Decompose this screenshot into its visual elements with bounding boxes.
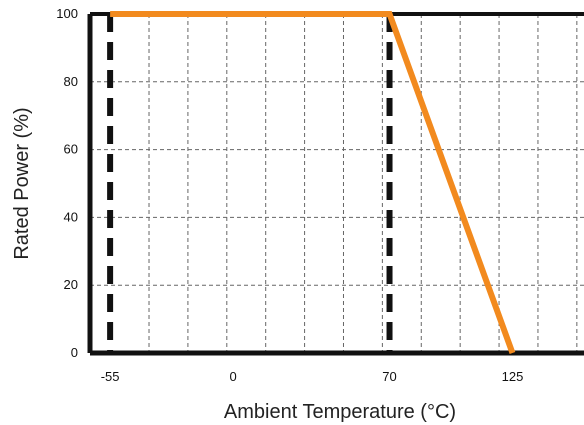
x-tick-labels: -55 0 70 125 xyxy=(101,369,524,384)
y-tick-label-80: 80 xyxy=(64,74,78,89)
x-tick-label-minus-55: -55 xyxy=(101,369,120,384)
y-tick-label-0: 0 xyxy=(71,345,78,360)
y-tick-label-60: 60 xyxy=(64,142,78,157)
derating-curve-1 xyxy=(110,11,516,355)
temperature-reference-lines xyxy=(107,14,393,353)
plot-background xyxy=(90,14,584,353)
y-tick-label-20: 20 xyxy=(64,277,78,292)
x-tick-label-70: 70 xyxy=(382,369,396,384)
y-tick-label-40: 40 xyxy=(64,209,78,224)
y-axis-title: Rated Power (%) xyxy=(11,107,33,259)
y-tick-labels: 0 20 40 60 80 100 xyxy=(56,6,78,360)
x-tick-label-0: 0 xyxy=(229,369,236,384)
series-layer xyxy=(110,11,516,355)
y-tick-label-100: 100 xyxy=(56,6,78,21)
grid-lines xyxy=(90,14,584,353)
x-tick-label-125: 125 xyxy=(502,369,524,384)
plot-area xyxy=(90,14,584,353)
x-axis-title: Ambient Temperature (°C) xyxy=(224,401,456,423)
